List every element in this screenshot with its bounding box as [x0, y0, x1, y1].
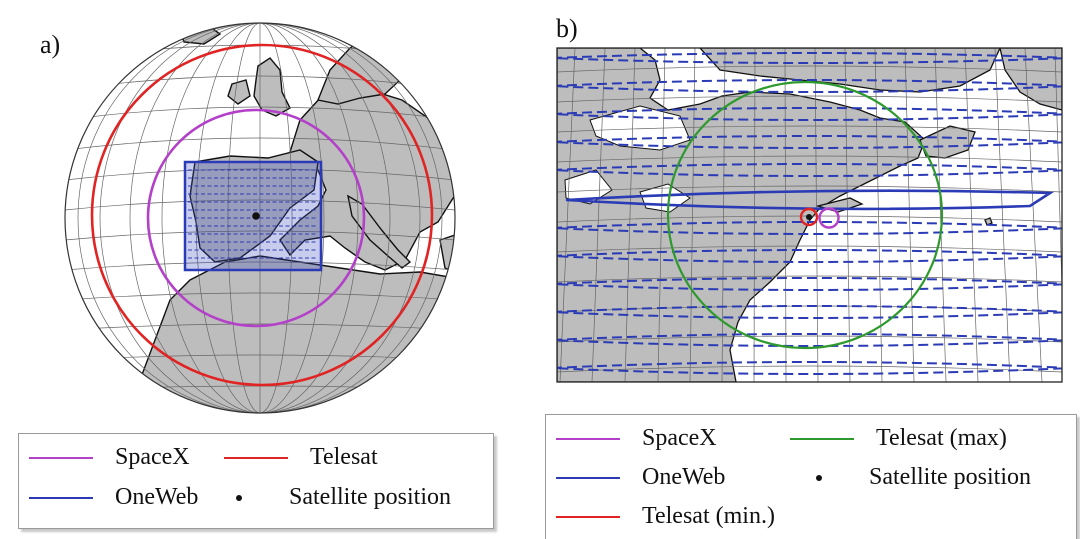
legend-label: OneWeb [115, 484, 199, 510]
satellite-position-a [252, 212, 260, 220]
legend-b-oneweb: OneWeb [556, 464, 725, 491]
legend-swatch [29, 496, 93, 499]
map-frame [556, 47, 1063, 383]
legend-a-satellite: Satellite position [209, 484, 451, 511]
map-graticule [557, 48, 1062, 382]
legend-b-telesat-max: Telesat (max) [790, 425, 1007, 452]
legend-swatch [29, 456, 93, 459]
legend-a-telesat: Telesat [224, 444, 378, 471]
legend-label: Telesat (min.) [642, 503, 775, 529]
legend-label: Satellite position [869, 464, 1031, 490]
legend-label: Satellite position [289, 484, 451, 510]
satellite-position-b [806, 214, 812, 220]
panel-b-label: b) [556, 14, 578, 43]
spacex-footprint-a [146, 108, 366, 328]
legend-b-telesat-min: Telesat (min.) [556, 503, 775, 530]
legend-label: Telesat [310, 444, 378, 470]
legend-label: Telesat (max) [876, 425, 1007, 451]
legend-swatch [556, 437, 620, 440]
panel-a-label: a) [40, 30, 61, 59]
legend-panel-b: SpaceX Telesat (max) OneWeb Satellite po… [545, 414, 1077, 539]
spacex-footprint-b [818, 207, 840, 229]
legend-swatch [556, 476, 620, 479]
satellite-dot-icon [816, 474, 822, 481]
oneweb-active-beam [565, 189, 1055, 211]
telesat-max-footprint-b [666, 80, 944, 350]
legend-swatch [556, 515, 620, 518]
legend-b-spacex: SpaceX [556, 425, 717, 452]
telesat-min-footprint-b [799, 207, 819, 227]
legend-swatch [790, 437, 854, 440]
legend-a-oneweb: OneWeb [29, 484, 198, 511]
legend-label: SpaceX [642, 425, 717, 451]
legend-a-spacex: SpaceX [29, 444, 190, 471]
oneweb-footprint-b [557, 52, 1062, 375]
regional-map [556, 47, 1063, 383]
globe-map [64, 22, 456, 414]
legend-swatch [224, 456, 288, 459]
legend-label: SpaceX [115, 444, 190, 470]
legend-b-satellite: Satellite position [789, 464, 1031, 491]
telesat-footprint-a [90, 43, 434, 387]
legend-panel-a: SpaceX Telesat OneWeb Satellite position [18, 433, 494, 529]
legend-label: OneWeb [642, 464, 726, 490]
globe-outline [64, 22, 456, 414]
satellite-dot-icon [236, 494, 242, 501]
